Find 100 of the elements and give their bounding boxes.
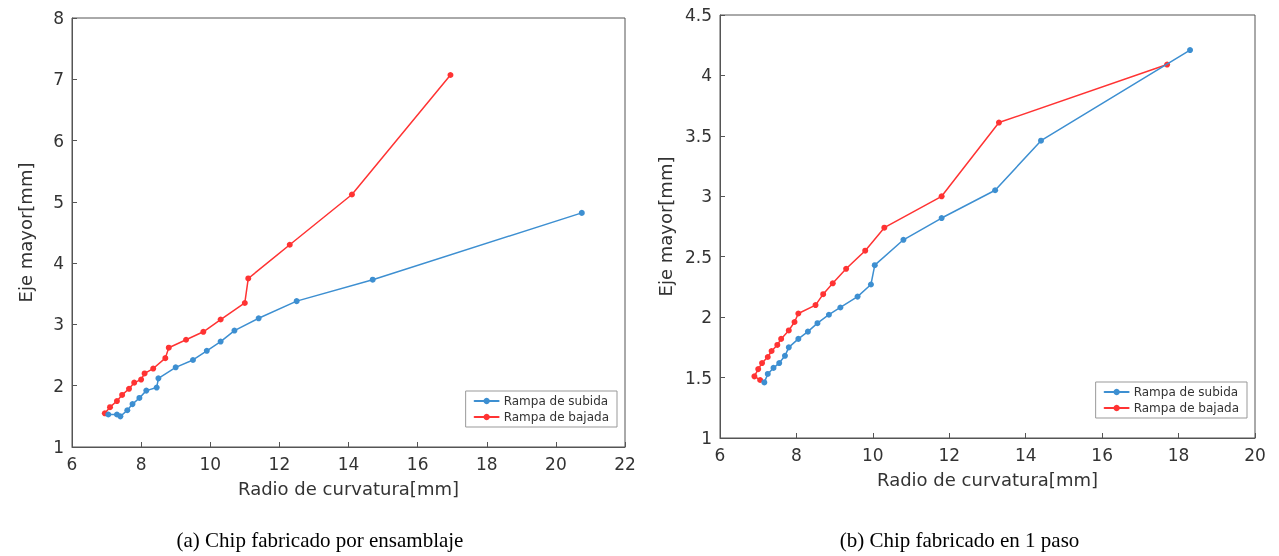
x-tick-label: 10 (862, 444, 884, 465)
y-tick-label: 1 (53, 437, 64, 457)
x-tick-label: 12 (938, 444, 961, 465)
point (165, 344, 172, 351)
point (764, 370, 771, 377)
point (241, 299, 248, 306)
point (854, 293, 861, 300)
y-tick-label: 5 (53, 191, 64, 212)
point (231, 327, 238, 334)
x-tick-label: 10 (199, 453, 222, 474)
point (825, 311, 832, 318)
point (837, 304, 844, 311)
point (781, 352, 788, 359)
x-axis-title: Radio de curvatura[mm] (238, 477, 459, 499)
point (107, 404, 114, 411)
point (770, 364, 777, 371)
point (992, 187, 999, 194)
x-tick-label: 8 (135, 453, 147, 474)
point (795, 335, 802, 342)
point (578, 209, 585, 216)
point (881, 224, 888, 231)
x-tick-label: 6 (714, 444, 726, 465)
point (217, 338, 224, 345)
point (119, 391, 126, 398)
x-tick-label: 12 (268, 453, 291, 474)
point (1187, 47, 1194, 54)
point (138, 376, 145, 383)
point (200, 328, 207, 335)
y-axis-title: Eje mayor[mm] (14, 162, 36, 303)
y-tick-label: 2 (53, 375, 64, 396)
point (203, 347, 210, 354)
point (369, 276, 376, 283)
x-tick-label: 20 (1244, 444, 1266, 465)
point (255, 315, 262, 322)
y-tick-label: 1.5 (684, 367, 712, 388)
point (829, 280, 836, 287)
point (761, 379, 768, 386)
point (183, 336, 190, 343)
point (820, 291, 827, 298)
x-tick-label: 14 (337, 453, 360, 474)
point (217, 316, 224, 323)
y-tick-label: 2.5 (684, 246, 712, 267)
y-tick-label: 4 (53, 253, 64, 274)
point (293, 298, 300, 305)
x-tick-label: 16 (1091, 444, 1113, 465)
point (155, 375, 162, 382)
point (776, 360, 783, 367)
y-tick-label: 4.5 (684, 5, 712, 25)
point (900, 236, 907, 243)
point (126, 385, 133, 392)
legend-label: Rampa de bajada (1133, 401, 1240, 415)
point (131, 379, 138, 386)
point (759, 360, 766, 367)
point (162, 355, 169, 362)
legend-label: Rampa de subida (1133, 385, 1239, 399)
point (143, 387, 150, 394)
point (867, 281, 874, 288)
y-tick-label: 3 (701, 186, 712, 207)
legend-label: Rampa de subida (503, 394, 609, 408)
x-tick-label: 8 (791, 444, 802, 465)
point (938, 215, 945, 222)
legend-label: Rampa de bajada (503, 410, 610, 424)
point (1038, 137, 1044, 144)
point (113, 398, 120, 405)
point (774, 341, 781, 348)
point (172, 364, 179, 371)
x-tick-label: 6 (66, 453, 78, 474)
x-tick-label: 20 (545, 453, 567, 474)
point (843, 265, 850, 272)
point (189, 356, 196, 363)
point (129, 401, 136, 408)
y-axis-title: Eje mayor[mm] (654, 156, 676, 297)
point (141, 370, 148, 377)
point (778, 335, 785, 342)
point (348, 191, 355, 198)
point (768, 347, 775, 354)
point (136, 394, 143, 401)
point (117, 413, 124, 420)
y-tick-label: 2 (701, 307, 712, 328)
point (791, 318, 798, 325)
text: (a) Chip fabricado por ensamblaje (176, 527, 464, 552)
y-tick-label: 6 (53, 130, 64, 151)
point (447, 72, 454, 78)
y-tick-label: 4 (701, 65, 712, 86)
point (785, 327, 792, 334)
x-tick-label: 18 (1167, 444, 1190, 465)
y-tick-label: 8 (53, 8, 64, 28)
x-tick-label: 22 (614, 453, 636, 474)
point (938, 193, 945, 200)
point (150, 365, 157, 372)
point (785, 344, 792, 351)
point (862, 247, 869, 254)
point (812, 302, 819, 309)
x-tick-label: 14 (1014, 444, 1037, 465)
y-tick-label: 3.5 (684, 125, 712, 146)
point (755, 366, 762, 373)
point (286, 241, 293, 248)
point (871, 262, 878, 269)
point (751, 373, 758, 380)
x-tick-label: 16 (406, 453, 429, 474)
